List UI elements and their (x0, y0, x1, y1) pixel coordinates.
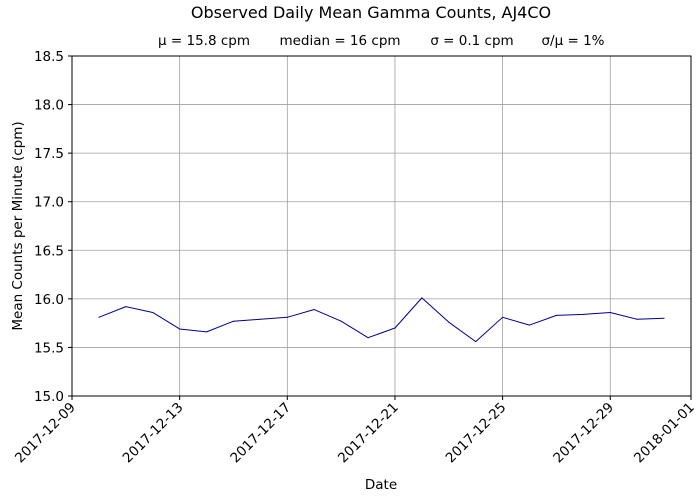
data-point (206, 331, 208, 333)
x-tick-label: 2017-12-17 (227, 400, 294, 467)
stat-median: median = 16 cpm (279, 33, 400, 49)
x-tick-labels: 2017-12-09 2017-12-13 2017-12-17 2017-12-21… (12, 400, 697, 467)
data-point (259, 318, 261, 320)
y-tick-label: 16.0 (34, 292, 64, 308)
data-point (152, 311, 154, 313)
y-tick-label: 17.5 (34, 146, 64, 162)
plot-frame (71, 55, 692, 397)
data-point (286, 316, 288, 318)
data-point (232, 320, 234, 322)
data-point (98, 316, 100, 318)
x-tick-label: 2017-12-25 (443, 400, 510, 467)
stat-cv: σ/μ = 1% (541, 33, 604, 49)
series-layer (98, 297, 665, 343)
x-tick-label: 2017-12-13 (120, 400, 187, 467)
x-tick-label: 2017-12-29 (550, 400, 617, 467)
data-point (367, 337, 369, 339)
data-point (394, 327, 396, 329)
x-tick-label: 2018-01-01 (631, 400, 697, 467)
grid (71, 55, 692, 397)
data-point (448, 321, 450, 323)
y-tick-label: 15.5 (34, 340, 64, 356)
y-tick-labels: 15.0 15.5 16.0 16.5 17.0 17.5 18.0 18.5 (34, 49, 64, 405)
y-tick-label: 18.5 (34, 49, 64, 65)
stat-mean: μ = 15.8 cpm (158, 33, 250, 49)
data-point (421, 297, 423, 299)
data-point (636, 318, 638, 320)
data-point (502, 316, 504, 318)
data-point (179, 328, 181, 330)
data-point (582, 313, 584, 315)
stats-line: μ = 15.8 cpm median = 16 cpm σ = 0.1 cpm… (158, 33, 605, 49)
y-tick-label: 18.0 (34, 98, 64, 114)
data-point (663, 317, 665, 319)
data-point (529, 324, 531, 326)
x-axis-label: Date (365, 477, 397, 493)
x-tick-label: 2017-12-09 (12, 400, 79, 467)
stat-sigma: σ = 0.1 cpm (430, 33, 513, 49)
x-tick-label: 2017-12-21 (335, 400, 402, 467)
data-point (340, 320, 342, 322)
data-point (555, 314, 557, 316)
data-point (313, 309, 315, 311)
axis-ticks (68, 55, 692, 400)
data-point (125, 306, 127, 308)
data-point (609, 311, 611, 313)
series-line (98, 297, 665, 343)
data-point (475, 341, 477, 343)
y-tick-label: 16.5 (34, 243, 64, 259)
y-axis-label: Mean Counts per Minute (cpm) (10, 121, 26, 330)
chart-title: Observed Daily Mean Gamma Counts, AJ4CO (191, 3, 551, 22)
y-tick-label: 15.0 (34, 389, 64, 405)
y-tick-label: 17.0 (34, 195, 64, 211)
